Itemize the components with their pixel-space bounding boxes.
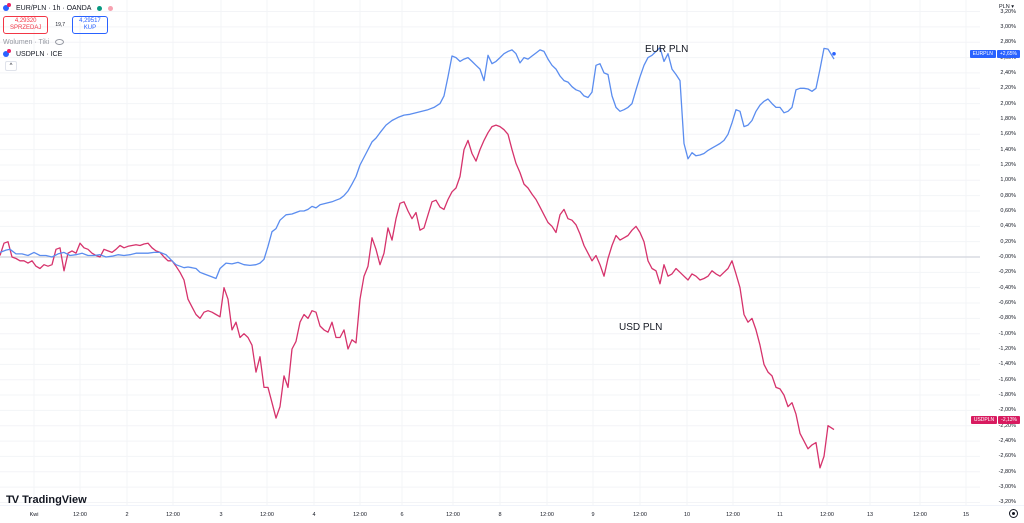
- buy-price: 4,29517: [79, 18, 101, 24]
- price-axis-label: 0,40%: [1000, 223, 1016, 230]
- price-axis-label: 3,20%: [1000, 8, 1016, 15]
- buy-label: KUP: [83, 25, 97, 31]
- time-axis-label: 12:00: [446, 512, 460, 518]
- price-axis-label: -0,20%: [998, 269, 1016, 276]
- eurpln-line[interactable]: [0, 46, 835, 280]
- settings-gear-icon[interactable]: [1009, 509, 1018, 518]
- price-axis-label: 2,00%: [1000, 100, 1016, 107]
- eurpln-price-tag: EURPLN +2,65%: [969, 49, 1020, 58]
- price-axis-label: -2,20%: [998, 422, 1016, 429]
- time-axis-label: 9: [591, 512, 595, 518]
- price-axis-label: -1,40%: [998, 361, 1016, 368]
- price-axis-label: -2,00%: [998, 407, 1016, 414]
- currency-selector[interactable]: PLN ▾: [999, 4, 1014, 10]
- sell-price: 4,29320: [14, 18, 37, 24]
- time-axis-label: 12:00: [353, 512, 367, 518]
- spread-value: 19,7: [55, 22, 66, 28]
- price-axis-label: 1,20%: [1000, 161, 1016, 168]
- eye-icon[interactable]: [55, 39, 65, 45]
- time-axis-label: 11: [777, 512, 783, 518]
- time-axis-label: 15: [962, 512, 970, 518]
- usdpln-tag-value: -2,13%: [998, 416, 1020, 425]
- eurpln-tag-value: +2,65%: [996, 49, 1020, 58]
- price-axis-label: -2,60%: [998, 453, 1016, 460]
- chart-legend: EUR/PLN · 1h · OANDA 4,29320 SPRZEDAJ 19…: [3, 2, 114, 72]
- volume-label: Wolumen · Tiki: [3, 38, 50, 46]
- usdpln-price-tag: USDPLN -2,13%: [970, 416, 1020, 425]
- price-axis-label: 0,20%: [1000, 238, 1016, 245]
- price-axis-label: 3,00%: [1000, 23, 1016, 30]
- price-axis-label: -1,60%: [998, 376, 1016, 383]
- collapse-legend-button[interactable]: ^: [5, 61, 17, 71]
- price-axis-label: -2,40%: [998, 438, 1016, 445]
- time-axis-label: 4: [312, 512, 316, 518]
- sell-button[interactable]: 4,29320 SPRZEDAJ: [3, 16, 49, 34]
- price-axis-label: 2,20%: [1000, 85, 1016, 92]
- time-axis-label: 12:00: [633, 512, 647, 518]
- time-axis-divider: [0, 505, 1024, 506]
- compare-symbol-row[interactable]: USDPLN · ICE: [3, 48, 113, 60]
- price-axis-label: -1,20%: [998, 346, 1016, 353]
- time-axis-label: 3: [219, 512, 223, 518]
- price-axis-label: 1,80%: [1000, 115, 1016, 122]
- price-axis-label: -2,80%: [998, 468, 1016, 475]
- usdpln-tag-name: USDPLN: [970, 416, 998, 425]
- price-axis-label: -0,40%: [998, 284, 1016, 291]
- data-status-icon: [108, 5, 114, 11]
- volume-indicator-row[interactable]: Wolumen · Tiki: [3, 36, 113, 48]
- time-axis-label: 12:00: [820, 512, 834, 518]
- time-axis-label: 12:00: [166, 512, 180, 518]
- compare-symbol-flag-icon: [3, 49, 11, 57]
- price-axis-label: 1,60%: [1000, 131, 1016, 138]
- time-axis-label: 12:00: [73, 512, 87, 518]
- price-axis-label: -0,80%: [998, 315, 1016, 322]
- symbol-flag-icon: [3, 3, 11, 11]
- time-axis-label: 10: [683, 512, 691, 518]
- tradingview-mark-icon: TV: [6, 494, 19, 506]
- time-axis-label: 12:00: [260, 512, 274, 518]
- price-axis-label: 2,80%: [1000, 39, 1016, 46]
- price-axis-label: 0,60%: [1000, 207, 1016, 214]
- time-axis-label: 6: [400, 512, 404, 518]
- tradingview-logo[interactable]: TV TradingView: [6, 494, 87, 506]
- eurpln-tag-name: EURPLN: [969, 49, 996, 58]
- sell-label: SPRZEDAJ: [10, 25, 42, 31]
- time-axis-label: 12:00: [726, 512, 740, 518]
- time-axis-label: 2: [125, 512, 129, 518]
- time-axis-label: 12:00: [540, 512, 554, 518]
- price-axis-label: -3,20%: [998, 499, 1016, 506]
- buy-sell-row: 4,29320 SPRZEDAJ 19,7 4,29517 KUP: [3, 14, 113, 36]
- time-axis-label: 13: [866, 512, 874, 518]
- usdpln-annotation[interactable]: USD PLN: [619, 322, 663, 333]
- buy-button[interactable]: 4,29517 KUP: [72, 16, 108, 34]
- eurpln-annotation[interactable]: EUR PLN: [645, 44, 689, 55]
- compare-symbol-title: USDPLN · ICE: [16, 50, 63, 58]
- time-axis-label: Kwi: [29, 512, 39, 518]
- price-axis-label: 2,40%: [1000, 69, 1016, 76]
- price-axis-label: -1,00%: [998, 330, 1016, 337]
- tradingview-wordmark: TradingView: [22, 494, 87, 506]
- market-open-status-icon: [97, 5, 103, 11]
- chart-grid: [0, 0, 980, 505]
- eurpln-last-point: [832, 51, 836, 56]
- price-axis-label: -0,60%: [998, 300, 1016, 307]
- price-axis-label: 1,40%: [1000, 146, 1016, 153]
- price-axis-label: -1,80%: [998, 392, 1016, 399]
- price-axis-label: -3,00%: [998, 484, 1016, 491]
- price-axis-label: 1,00%: [1000, 177, 1016, 184]
- price-axis-label: -0,00%: [998, 254, 1016, 260]
- symbol-title[interactable]: EUR/PLN · 1h · OANDA: [16, 4, 92, 12]
- usdpln-line[interactable]: [0, 124, 835, 469]
- price-axis-label: 0,80%: [1000, 192, 1016, 199]
- main-symbol-row[interactable]: EUR/PLN · 1h · OANDA: [3, 2, 114, 14]
- time-axis-label: 12:00: [913, 512, 927, 518]
- time-axis-label: 8: [498, 512, 502, 518]
